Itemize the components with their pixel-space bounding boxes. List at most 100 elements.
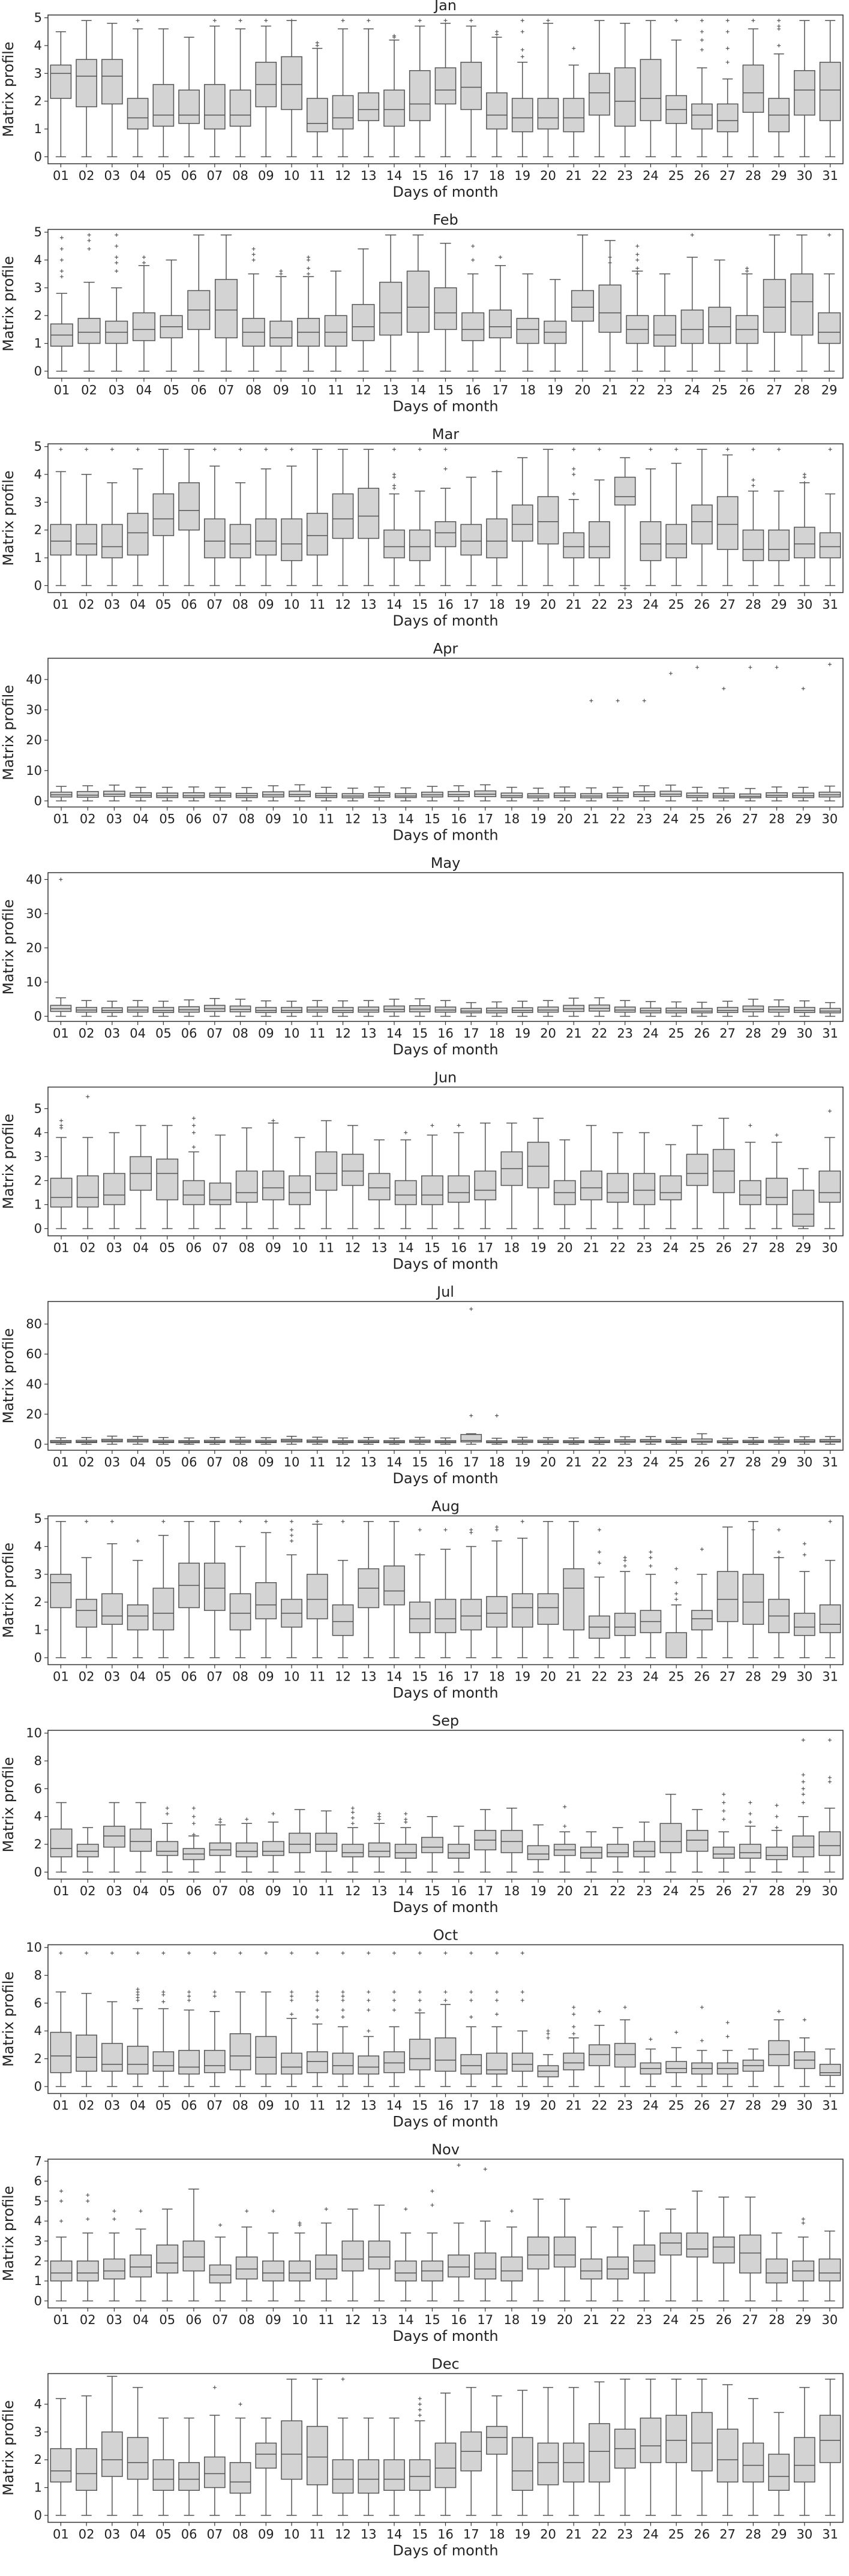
outlier-marker [700,2039,704,2043]
outlier-marker [775,665,779,669]
outlier-marker [469,19,473,23]
outlier-marker [572,46,576,50]
x-tick-label: 26 [739,383,755,398]
x-tick-label: 08 [232,597,248,612]
outlier-marker [443,1951,448,1955]
outlier-marker [546,19,550,23]
outlier-marker [457,2163,461,2167]
box-day-24 [640,2379,662,2516]
y-tick-label: 2 [34,308,42,323]
box-day-11 [315,786,338,802]
box-day-22 [607,1132,629,1230]
x-tick-label: 08 [232,2099,248,2113]
outlier-marker [430,1123,434,1128]
y-tick-label: 2 [34,94,42,109]
plot-frame [47,1515,844,1666]
x-tick-label: 31 [822,169,838,183]
y-tick-label: 5 [34,1511,42,1526]
outlier-marker [324,2207,328,2211]
x-tick-label: 06 [181,2527,197,2542]
y-tick-label: 6 [34,2174,42,2189]
outlier-marker [572,467,576,471]
iqr-box [665,524,688,558]
x-tick-label: 21 [566,2099,582,2113]
outlier-marker [404,1812,408,1816]
outlier-marker [597,1550,601,1554]
outlier-marker [801,1780,805,1784]
iqr-box [358,2459,380,2494]
box-day-30 [794,472,815,587]
outlier-marker [469,1528,473,1532]
x-tick-label: 30 [822,1241,838,1255]
outlier-marker [801,1787,805,1791]
box-day-26 [691,2005,713,2087]
outlier-marker [212,2385,217,2389]
box-day-28 [766,2232,788,2302]
box-day-17 [460,476,482,587]
box-day-23 [614,1556,636,1658]
x-tick-label: 13 [361,1455,377,1469]
y-axis-label: Matrix profile [0,42,17,137]
y-axis-label: Matrix profile [0,1114,17,1209]
x-tick-label: 29 [795,1884,811,1898]
x-tick-label: 15 [412,2099,428,2113]
outlier-marker [674,1567,679,1571]
outlier-marker [59,447,63,452]
box-day-02 [76,1827,99,1873]
y-axis-label: Matrix profile [0,685,17,780]
iqr-box [819,2415,841,2463]
outlier-marker [298,2221,302,2225]
x-tick-label: 05 [159,2313,175,2327]
y-tick-label: 0 [34,1865,42,1879]
y-tick-label: 0 [34,2294,42,2308]
outlier-marker [392,472,397,476]
outlier-marker [546,2036,550,2040]
outlier-marker [700,47,704,52]
y-tick-label: 0 [34,1222,42,1236]
x-tick-label: 04 [130,2099,146,2113]
iqr-box [281,518,302,561]
x-tick-label: 10 [301,383,317,398]
outlier-marker [635,253,640,257]
outlier-marker [494,2012,499,2016]
x-tick-label: 23 [617,2527,633,2542]
x-tick-label: 07 [206,1455,223,1469]
x-tick-label: 08 [232,1670,248,1684]
box-day-14 [383,2417,405,2516]
x-tick-label: 23 [617,1455,633,1469]
plot-frame [47,872,844,1022]
iqr-box [511,504,533,542]
y-tick-label: 2 [34,2254,42,2268]
box-day-01 [50,447,72,587]
box-day-13 [358,2417,380,2516]
iqr-box [394,1844,417,1859]
iqr-box [315,2255,338,2280]
outlier-marker [649,1550,653,1554]
iqr-box [448,1175,470,1203]
iqr-box [289,1832,311,1853]
x-tick-label: 25 [689,1241,706,1255]
box-day-19 [527,787,550,802]
box-day-05 [152,1951,175,2087]
iqr-box [50,64,72,99]
box-day-04 [127,447,149,587]
x-tick-label: 02 [79,2099,95,2113]
x-tick-label: 07 [206,1670,223,1684]
x-tick-label: 26 [694,2099,710,2113]
iqr-box [739,1180,761,1206]
outlier-marker [392,1990,397,1994]
iqr-box [614,2043,636,2068]
x-tick-label: 24 [663,2313,679,2327]
outlier-marker [674,447,679,452]
outlier-marker [777,447,781,452]
outlier-marker [700,19,704,23]
plot-frame [47,1944,844,2094]
iqr-box [792,1835,815,1857]
x-tick-label: 03 [104,1670,120,1684]
outlier-marker [802,2018,806,2022]
outlier-marker [725,447,730,452]
x-tick-label: 18 [504,1241,520,1255]
x-tick-label: 05 [163,383,179,398]
outlier-marker [457,1123,461,1128]
